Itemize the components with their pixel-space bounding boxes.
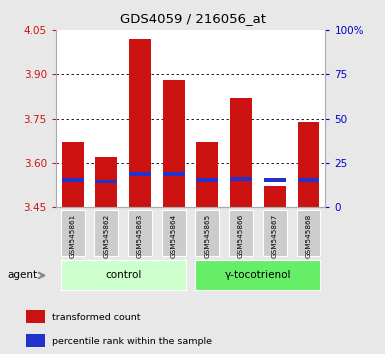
Bar: [196, 210, 219, 256]
Text: GSM545867: GSM545867: [272, 213, 278, 258]
Bar: [129, 39, 151, 207]
Bar: [61, 260, 186, 290]
Bar: [196, 178, 218, 182]
Bar: [296, 210, 320, 256]
Bar: [129, 172, 151, 176]
Bar: [95, 180, 117, 183]
Bar: [229, 210, 253, 256]
Bar: [264, 178, 286, 182]
Bar: [62, 142, 84, 207]
Bar: [163, 172, 185, 176]
Bar: [263, 210, 287, 256]
Bar: [162, 210, 186, 256]
Bar: [128, 210, 152, 256]
Text: GSM545864: GSM545864: [171, 213, 177, 258]
Text: percentile rank within the sample: percentile rank within the sample: [52, 337, 212, 346]
Text: GSM545862: GSM545862: [103, 213, 109, 258]
Bar: [196, 260, 320, 290]
Bar: [95, 157, 117, 207]
Text: GSM545865: GSM545865: [204, 213, 211, 258]
Text: transformed count: transformed count: [52, 313, 141, 322]
Bar: [298, 121, 320, 207]
Bar: [196, 142, 218, 207]
Bar: [94, 210, 118, 256]
Text: GSM545863: GSM545863: [137, 213, 143, 258]
Text: GSM545861: GSM545861: [70, 213, 76, 258]
Text: agent: agent: [8, 270, 38, 280]
Bar: [26, 310, 45, 323]
Text: GSM545868: GSM545868: [305, 213, 311, 258]
Text: γ-tocotrienol: γ-tocotrienol: [225, 269, 291, 280]
Text: GSM545866: GSM545866: [238, 213, 244, 258]
Text: control: control: [105, 269, 141, 280]
Bar: [61, 210, 85, 256]
Bar: [298, 178, 320, 182]
Bar: [163, 80, 185, 207]
Bar: [62, 178, 84, 182]
Bar: [230, 177, 252, 181]
Text: GDS4059 / 216056_at: GDS4059 / 216056_at: [119, 12, 266, 25]
Bar: [264, 187, 286, 207]
Bar: [26, 334, 45, 347]
Bar: [230, 98, 252, 207]
